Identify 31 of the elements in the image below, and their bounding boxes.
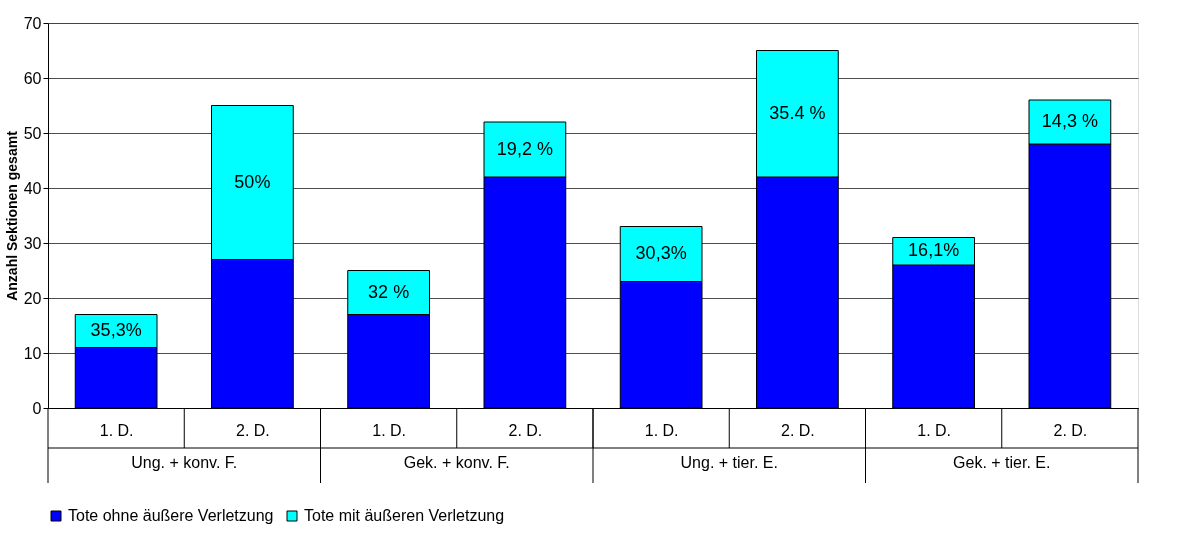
legend-label: Tote ohne äußere Verletzung xyxy=(68,507,274,524)
annotation: 32 % xyxy=(368,281,410,302)
annotation: 35,3% xyxy=(90,320,142,340)
text: Gek. + konv. F. xyxy=(403,454,510,471)
x-tick-label: 1. D. xyxy=(372,421,407,439)
y-tick-label: 40 xyxy=(23,179,42,197)
annotation: 14,3 % xyxy=(1041,111,1098,131)
text: Ung. + konv. F. xyxy=(131,454,238,471)
x-tick-label: 2. D. xyxy=(508,421,543,439)
y-tick-label: 10 xyxy=(23,344,42,362)
x-tick-label: 1. D. xyxy=(917,421,952,439)
annotation: 30,3% xyxy=(635,243,687,263)
annotation: 35.4 % xyxy=(769,102,826,123)
x-tick-label: 1. D. xyxy=(99,421,134,439)
x-tick-label: 2. D. xyxy=(235,421,270,439)
y-axis-title: Anzahl Sektionen gesamt xyxy=(3,130,20,301)
y-tick-label: 20 xyxy=(23,289,42,307)
legend-label: Tote mit äußeren Verletzung xyxy=(304,507,505,524)
x-tick-label: 1. D. xyxy=(644,421,679,439)
y-tick-label: 0 xyxy=(32,399,42,417)
y-tick-label: 70 xyxy=(23,14,42,32)
annotation: 16,1% xyxy=(908,240,960,261)
y-tick-label: 50 xyxy=(23,124,42,142)
annotation: 50% xyxy=(234,171,271,192)
annotation: 19,2 % xyxy=(496,138,553,159)
x-tick-label: 2. D. xyxy=(780,421,815,439)
x-tick-label: 2. D. xyxy=(1053,421,1088,439)
text: Gek. + tier. E. xyxy=(953,454,1051,471)
text: Ung. + tier. E. xyxy=(680,454,778,471)
y-tick-label: 30 xyxy=(23,234,42,252)
y-tick-label: 60 xyxy=(23,69,42,87)
